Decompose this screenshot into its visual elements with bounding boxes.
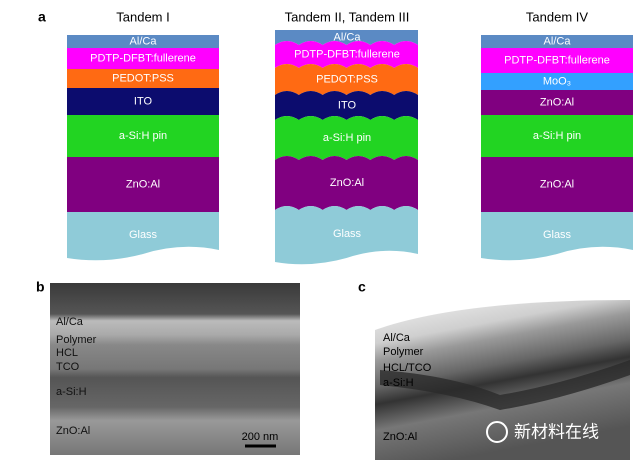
layer-label: ZnO:Al [330,177,364,189]
layer [67,35,219,48]
layer [67,69,219,88]
sem-image-b [50,283,300,455]
layer [67,115,219,157]
layer-label: Glass [129,229,158,241]
layer [481,157,633,212]
stack-title: Tandem I [116,9,169,24]
sem-label: Al/Ca [56,316,84,328]
layer-label: PEDOT:PSS [112,72,174,84]
layer [481,212,633,261]
layer [481,73,633,90]
layer [67,212,219,261]
sem-label: Polymer [56,334,97,346]
sem-label: Polymer [383,346,424,358]
layer [481,90,633,115]
sem-label: a-Si:H [383,377,414,389]
panel-label: c [358,279,366,295]
layer-label: Al/Ca [334,31,362,43]
sem-label: HCL [56,347,78,359]
layer-label: Glass [543,229,572,241]
layer [481,35,633,48]
sem-label: Al/Ca [383,332,411,344]
layer-label: ITO [134,95,153,107]
layer [481,48,633,73]
layer-label: PDTP-DFBT:fullerene [90,52,196,64]
panel-label: a [38,9,46,25]
layer-label: Al/Ca [544,35,572,47]
layer-label: Glass [333,228,362,240]
layer-label: a-Si:H pin [119,130,167,142]
layer [67,157,219,212]
layer [67,88,219,115]
stack-title: Tandem II, Tandem III [285,9,410,24]
sem-label: HCL/TCO [383,362,432,374]
layer-label: PDTP-DFBT:fullerene [294,48,400,60]
layer [275,30,418,45]
layer-label: ZnO:Al [540,178,574,190]
layer [275,64,418,95]
layer [275,41,418,68]
layer-label: a-Si:H pin [323,132,371,144]
sem-image-c [375,300,630,460]
layer [275,156,418,210]
layer [275,206,418,265]
layer-label: ZnO:Al [540,96,574,108]
sem-label: a-Si:H [56,386,87,398]
scale-bar-label: 200 nm [242,431,279,443]
layer-label: a-Si:H pin [533,130,581,142]
watermark-icon [486,421,508,443]
sem-label: ZnO:Al [56,425,90,437]
layer [275,91,418,120]
stack-title: Tandem IV [526,9,588,24]
layer-label: Al/Ca [130,35,158,47]
layer-label: PDTP-DFBT:fullerene [504,54,610,66]
layer-label: PEDOT:PSS [316,73,378,85]
watermark: 新材料在线 [514,422,599,441]
panel-label: b [36,279,45,295]
layer [67,48,219,69]
layer [275,116,418,160]
sem-layer [380,360,630,410]
layer-label: MoO₃ [543,75,571,87]
layer-label: ZnO:Al [126,178,160,190]
layer [481,115,633,157]
sem-label: TCO [56,361,80,373]
sem-label: ZnO:Al [383,431,417,443]
layer-label: ITO [338,99,357,111]
